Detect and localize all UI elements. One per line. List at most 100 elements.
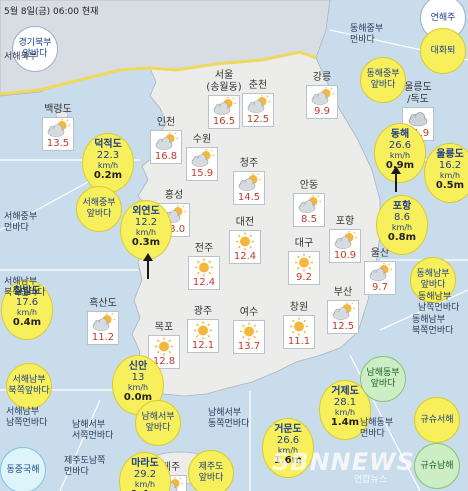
city-name: 인천 xyxy=(156,117,176,128)
watermark: SBNNEWS xyxy=(272,448,415,476)
wind-speed: 26.6 xyxy=(276,435,300,446)
sea-area-label: 서해중부 먼바다 xyxy=(4,212,38,233)
sea-zone-badge: 서해남부 북쪽앞바다 xyxy=(6,363,52,409)
wave-buoy: 포항 8.6 km/h 0.8m xyxy=(376,195,428,255)
wave-height: 0.5m xyxy=(435,180,465,191)
city-weather: 백령도 13.5 xyxy=(38,104,78,151)
city-card: 14.5 xyxy=(233,171,265,205)
city-card: 12.5 xyxy=(242,93,274,127)
page-title: 5월 8일(금) 06:00 현재 xyxy=(4,7,99,17)
city-weather: 울산 9.7 xyxy=(360,248,400,295)
wave-height: 0.3m xyxy=(131,237,161,248)
wind-speed: 17.6 xyxy=(15,297,39,308)
city-weather: 부산 12.5 xyxy=(323,287,363,334)
city-temp: 11.2 xyxy=(91,332,115,343)
city-weather: 청주 14.5 xyxy=(229,158,269,205)
wind-speed: 16.2 xyxy=(438,160,462,171)
sea-zone-badge: 규슈남해 xyxy=(414,443,460,489)
wave-buoy: 칠발도 17.6 km/h 0.4m xyxy=(1,280,53,340)
city-card: 11.2 xyxy=(87,311,119,345)
city-temp: 9.7 xyxy=(372,282,388,293)
sea-zone-badge: 규슈서해 xyxy=(414,397,460,443)
arrow-up-icon xyxy=(391,166,401,192)
buoy-name: 거문도 xyxy=(274,424,302,435)
wind-speed: 28.1 xyxy=(333,397,357,408)
city-card: 13.5 xyxy=(42,117,74,151)
sea-area-label: 서해남부 북쪽먼바다 xyxy=(4,277,46,298)
city-card: 8.5 xyxy=(293,193,325,227)
city-temp: 16.8 xyxy=(154,151,178,162)
city-name: 부산 xyxy=(333,287,353,298)
city-card: 13.7 xyxy=(233,320,265,354)
sea-area-label: 동해남부 북쪽먼바다 xyxy=(412,315,454,336)
dmz-line xyxy=(0,50,317,96)
buoy-name: 덕적도 xyxy=(94,139,122,150)
wind-unit: km/h xyxy=(334,408,356,417)
sea-zone-badge: 동해중부 앞바다 xyxy=(360,57,406,103)
wave-height: 0.2m xyxy=(93,170,123,181)
sea-zone-badge: 남해동부 앞바다 xyxy=(360,356,406,402)
watermark-sub: 연합뉴스 xyxy=(354,475,388,485)
buoy-name: 포항 xyxy=(392,201,412,212)
city-temp: 10.9 xyxy=(333,250,357,261)
city-temp: 12.5 xyxy=(331,321,355,332)
wave-buoy: 외연도 12.2 km/h 0.3m xyxy=(120,200,172,260)
city-weather: 여수 13.7 xyxy=(229,307,269,354)
city-name: 제주 xyxy=(161,462,181,473)
city-name: 울산 xyxy=(370,248,390,259)
wind-unit: km/h xyxy=(134,480,156,489)
city-temp: 16.5 xyxy=(212,116,236,127)
wave-buoy: 거문도 26.6 km/h 1.6m xyxy=(262,418,314,478)
wave-height: 0.0m xyxy=(123,392,153,403)
wind-unit: km/h xyxy=(97,161,119,170)
city-card: 11.1 xyxy=(283,315,315,349)
arrow-up-icon xyxy=(143,253,153,279)
wind-speed: 26.6 xyxy=(388,140,412,151)
wind-unit: km/h xyxy=(127,383,149,392)
city-name: 울릉도 /독도 xyxy=(404,82,432,105)
city-temp: 11.1 xyxy=(287,336,311,347)
buoy-name: 칠발도 xyxy=(13,286,41,297)
wave-buoy: 울릉도 16.2 km/h 0.5m xyxy=(424,143,468,203)
city-weather: 서울 (송월동) 16.5 xyxy=(204,70,244,129)
city-temp: 9.2 xyxy=(296,272,312,283)
wind-speed: 8.6 xyxy=(394,212,410,223)
sea-zone-badge: 동중국해 xyxy=(0,447,46,491)
sea-zone-badge: 남해서부 앞바다 xyxy=(135,400,181,446)
wind-unit: km/h xyxy=(16,308,38,317)
buoy-name: 동해 xyxy=(390,129,410,140)
buoy-name: 신안 xyxy=(128,361,148,372)
wave-height: 1.4m xyxy=(330,417,360,428)
city-weather: 창원 11.1 xyxy=(279,302,319,349)
city-card: 15.9 xyxy=(186,147,218,181)
wind-unit: km/h xyxy=(277,446,299,455)
city-card: 12.5 xyxy=(327,300,359,334)
city-temp: 15.9 xyxy=(190,168,214,179)
city-weather: 인천 16.8 xyxy=(146,117,186,164)
city-card: 10.9 xyxy=(329,229,361,263)
wind-unit: km/h xyxy=(135,228,157,237)
city-weather: 광주 12.1 xyxy=(183,306,223,353)
sea-area-label: 남해동부 먼바다 xyxy=(360,418,394,439)
sea-area-label: 제주도남쪽 먼바다 xyxy=(64,456,106,477)
wind-unit: km/h xyxy=(391,223,413,232)
city-card: 12.1 xyxy=(187,319,219,353)
sea-zone-badge: 대화퇴 xyxy=(420,28,466,74)
city-card: 16.5 xyxy=(208,95,240,129)
city-name: 흑산도 xyxy=(89,298,117,309)
sea-zone-badge: 동해남부 앞바다 xyxy=(410,257,456,303)
city-weather: 목포 12.8 xyxy=(144,322,184,369)
city-name: 포항 xyxy=(335,216,355,227)
city-name: 대구 xyxy=(294,238,314,249)
city-card: 12.4 xyxy=(229,230,261,264)
city-temp: 12.4 xyxy=(192,277,216,288)
city-weather: 대전 12.4 xyxy=(225,217,265,264)
wind-speed: 22.3 xyxy=(96,150,120,161)
wave-height: 1.6m xyxy=(273,455,303,466)
city-name: 여수 xyxy=(239,307,259,318)
city-name: 서울 (송월동) xyxy=(206,70,242,93)
wind-speed: 12.2 xyxy=(134,217,158,228)
city-temp: 13.0 xyxy=(162,224,186,235)
